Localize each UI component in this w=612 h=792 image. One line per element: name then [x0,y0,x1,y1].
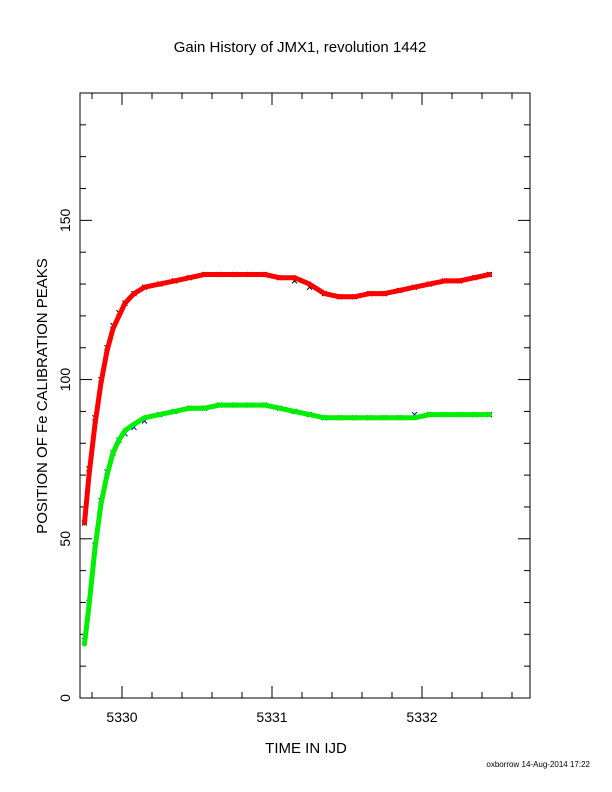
fit-point [472,412,477,418]
fit-point [86,603,92,609]
fit-point [187,275,192,281]
fit-point [131,291,137,297]
fit-point [382,415,387,421]
fit-point [157,281,162,287]
fit-point [172,278,177,284]
axis-ticks: 5330 5331 5332 0 50 100 150 [57,93,530,725]
fit-point [232,272,237,277]
fit-point [412,284,417,290]
plot-frame [79,92,531,699]
fit-point [262,402,267,408]
fit-point [397,287,402,293]
fit-point [104,472,110,478]
fit-point [322,415,327,421]
y-tick-label: 100 [57,368,73,392]
fit-point [337,415,342,421]
fit-line-series-2 [82,272,492,526]
fit-point [157,412,162,418]
fit-point [110,326,116,332]
fit-point [277,405,282,411]
fit-point [142,284,147,290]
fit-point [202,405,207,411]
fit-point [131,421,137,427]
fit-point [337,294,342,300]
fit-point [116,437,122,443]
fit-point [322,291,327,297]
fit-point [92,545,98,551]
fit-point [382,291,387,297]
fit-point [172,408,177,414]
fit-line-series-3 [82,402,492,647]
fit-point [202,272,207,277]
fit-point [472,275,477,281]
fit-point [82,641,87,647]
fit-point [307,412,312,418]
fit-point [427,281,432,287]
x-axis-label: TIME IN IJD [265,740,347,757]
fit-point [217,272,222,277]
fit-point [142,415,147,421]
fit-point [307,281,312,287]
fit-point [247,272,252,277]
fit-point [397,415,402,421]
fit-point [98,501,104,507]
fit-point [442,278,447,284]
fit-point [352,415,357,421]
x-tick-label: 5330 [106,709,137,725]
fit-point [487,412,492,418]
y-tick-label: 0 [57,694,73,702]
fit-point [247,402,252,408]
y-tick-label: 50 [57,531,73,547]
x-tick-label: 5331 [256,709,287,725]
fit-point [82,520,87,526]
fit-point [92,421,98,427]
fit-point [217,402,222,408]
fit-point [104,348,110,354]
fit-point [232,402,237,408]
fit-point [427,412,432,418]
fit-point [277,275,282,281]
fit-point [122,300,128,306]
fit-point [412,415,417,421]
series-layer [81,271,493,647]
fit-point [86,472,92,478]
fit-point [292,275,297,281]
fit-point [122,428,128,434]
fit-point [367,415,372,421]
fit-point [457,412,462,418]
x-tick-label: 5332 [406,709,437,725]
fit-point [367,291,372,297]
fit-point [442,412,447,418]
fit-point [187,405,192,411]
fit-point [457,278,462,284]
chart-title: Gain History of JMX1, revolution 1442 [174,39,427,56]
fit-point [487,272,492,277]
y-axis-label: POSITION OF Fe CALIBRATION PEAKS [34,258,51,534]
fit-point [116,313,122,319]
fit-point [352,294,357,300]
fit-point [262,272,267,277]
fit-point [110,450,116,456]
fit-point [98,380,104,386]
y-tick-label: 150 [57,208,73,232]
footer-credit: oxborrow 14-Aug-2014 17:22 [486,760,590,769]
fit-point [292,408,297,414]
